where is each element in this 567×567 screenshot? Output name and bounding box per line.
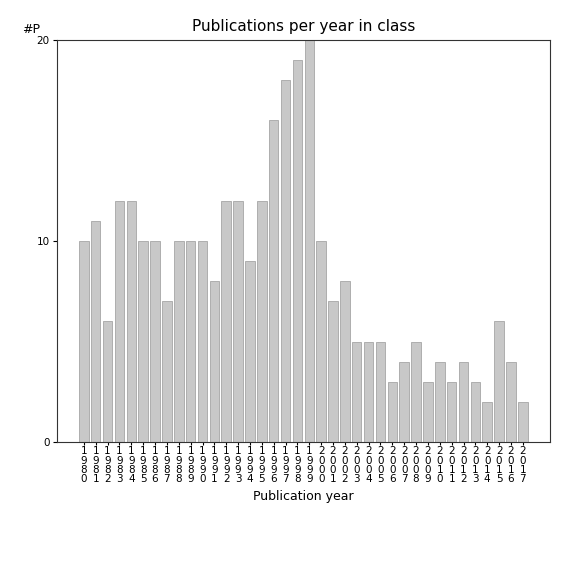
Bar [210, 281, 219, 442]
Bar [79, 241, 88, 442]
Bar [269, 120, 278, 442]
Bar [471, 382, 480, 442]
Bar [411, 341, 421, 442]
Bar [376, 341, 385, 442]
Bar [423, 382, 433, 442]
Bar [494, 321, 504, 442]
Bar [459, 362, 468, 442]
Bar [198, 241, 208, 442]
Bar [352, 341, 362, 442]
Bar [281, 80, 290, 442]
Bar [447, 382, 456, 442]
Bar [103, 321, 112, 442]
Bar [328, 302, 338, 442]
Bar [483, 402, 492, 442]
Bar [435, 362, 445, 442]
Bar [162, 302, 172, 442]
Bar [518, 402, 527, 442]
Bar [222, 201, 231, 442]
Bar [91, 221, 100, 442]
Bar [234, 201, 243, 442]
Bar [340, 281, 350, 442]
X-axis label: Publication year: Publication year [253, 489, 354, 502]
Bar [150, 241, 160, 442]
Bar [115, 201, 124, 442]
Text: #P: #P [22, 23, 40, 36]
Bar [388, 382, 397, 442]
Bar [245, 261, 255, 442]
Title: Publications per year in class: Publications per year in class [192, 19, 415, 35]
Bar [399, 362, 409, 442]
Bar [257, 201, 266, 442]
Bar [186, 241, 196, 442]
Bar [126, 201, 136, 442]
Bar [293, 60, 302, 442]
Bar [506, 362, 516, 442]
Bar [364, 341, 373, 442]
Bar [138, 241, 148, 442]
Bar [304, 40, 314, 442]
Bar [174, 241, 184, 442]
Bar [316, 241, 326, 442]
